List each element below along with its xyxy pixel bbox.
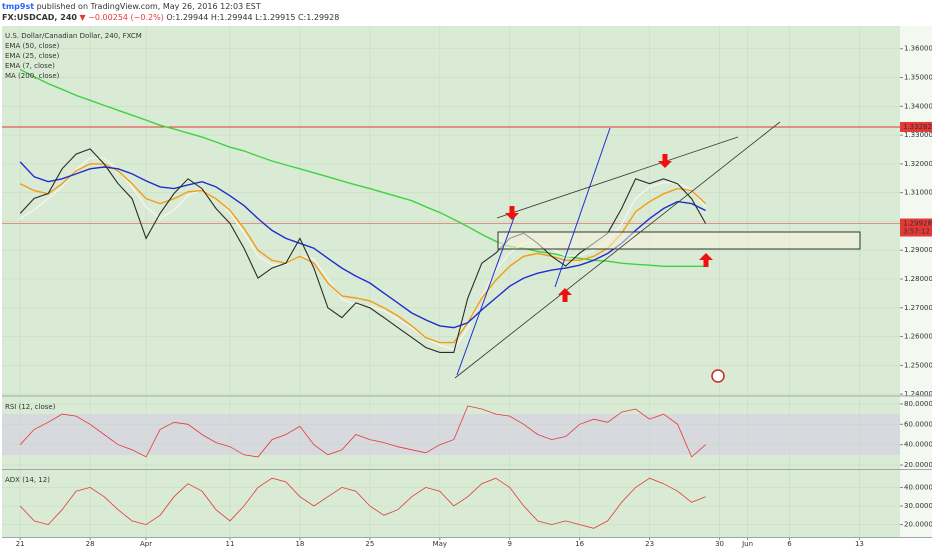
published: published on TradingView.com, May 26, 20…: [37, 2, 261, 11]
y-tick-label: 80.0000: [904, 400, 932, 408]
pane-title: RSI (12, close): [5, 403, 56, 411]
x-tick-label: May: [433, 540, 447, 548]
y-tick-label: 1.33000: [904, 131, 932, 139]
event-flag[interactable]: [711, 369, 725, 383]
x-tick-label: 16: [575, 540, 584, 548]
y-tick-label: 1.36000: [904, 45, 932, 53]
x-tick-label: Jun: [741, 540, 753, 548]
price-label: 1.33282: [903, 123, 932, 131]
legend-entry: MA (200, close): [5, 72, 60, 80]
y-tick-label: 1.29000: [904, 246, 932, 254]
oscillator-line: [19, 405, 706, 458]
x-tick-label: 11: [226, 540, 235, 548]
arrow-up: [699, 253, 713, 267]
indicator-line: [19, 163, 707, 344]
oscillator-line: [19, 477, 706, 529]
indicator-line: [19, 68, 706, 267]
trend-line: [456, 214, 516, 376]
price-label-box: [900, 218, 932, 237]
x-tick-label: 6: [787, 540, 792, 548]
y-tick-label: 40.0000: [904, 483, 932, 491]
rsi-band: [2, 414, 900, 455]
trend-line: [554, 127, 611, 288]
indicator-line: [19, 161, 706, 329]
symbol: FX:USDCAD, 240: [2, 13, 77, 22]
ohlc: O:1.29944 H:1.29944 L:1.29915 C:1.29928: [166, 13, 339, 22]
channel-line: [496, 136, 739, 219]
price-label-box: [900, 121, 932, 132]
x-tick-label: 30: [715, 540, 724, 548]
y-tick-label: 1.35000: [904, 74, 932, 82]
y-tick-label: 1.24000: [904, 390, 932, 398]
legend-entry: EMA (25, close): [5, 52, 60, 60]
channel-line: [454, 121, 781, 379]
x-tick-label: 18: [295, 540, 304, 548]
chart-background: [2, 26, 900, 537]
quote-line: FX:USDCAD, 240 ▼ −0.00254 (−0.2%) O:1.29…: [2, 13, 339, 22]
y-tick-label: 30.0000: [904, 502, 932, 510]
pane-title: ADX (14, 12): [5, 476, 50, 484]
y-tick-label: 1.34000: [904, 102, 932, 110]
x-tick-label: 21: [16, 540, 25, 548]
y-tick-label: 1.25000: [904, 361, 932, 369]
drawings: [2, 121, 932, 538]
legend-entry: EMA (50, close): [5, 42, 60, 50]
x-tick-label: 28: [86, 540, 95, 548]
arrow-up: [558, 288, 572, 302]
legend-entry: EMA (7, close): [5, 62, 55, 70]
pane-title: U.S. Dollar/Canadian Dollar, 240, FXCM: [5, 32, 142, 40]
x-tick-label: 9: [508, 540, 512, 548]
x-tick-label: 13: [855, 540, 864, 548]
y-tick-label: 1.28000: [904, 275, 932, 283]
y-tick-label: 1.27000: [904, 304, 932, 312]
zone-rectangle: [497, 231, 861, 250]
y-tick-label: 1.31000: [904, 189, 932, 197]
y-tick-label: 20.0000: [904, 521, 932, 529]
y-tick-label: 60.0000: [904, 420, 932, 428]
y-tick-label: 1.32000: [904, 160, 932, 168]
y-tick-label: 20.0000: [904, 461, 932, 469]
change: ▼ −0.00254 (−0.2%): [80, 13, 164, 22]
arrow-down: [658, 154, 672, 168]
price-axis: [900, 26, 932, 537]
price-label: 1.29928: [903, 220, 932, 228]
publish-line: tmp9st published on TradingView.com, May…: [2, 2, 261, 11]
y-tick-label: 1.26000: [904, 333, 932, 341]
x-tick-label: 23: [645, 540, 654, 548]
x-tick-label: 25: [365, 540, 374, 548]
arrow-down: [505, 206, 519, 220]
author[interactable]: tmp9st: [2, 2, 34, 11]
x-tick-label: Apr: [140, 540, 152, 548]
y-tick-label: 40.0000: [904, 441, 932, 449]
countdown: 3:57:12: [903, 228, 930, 236]
